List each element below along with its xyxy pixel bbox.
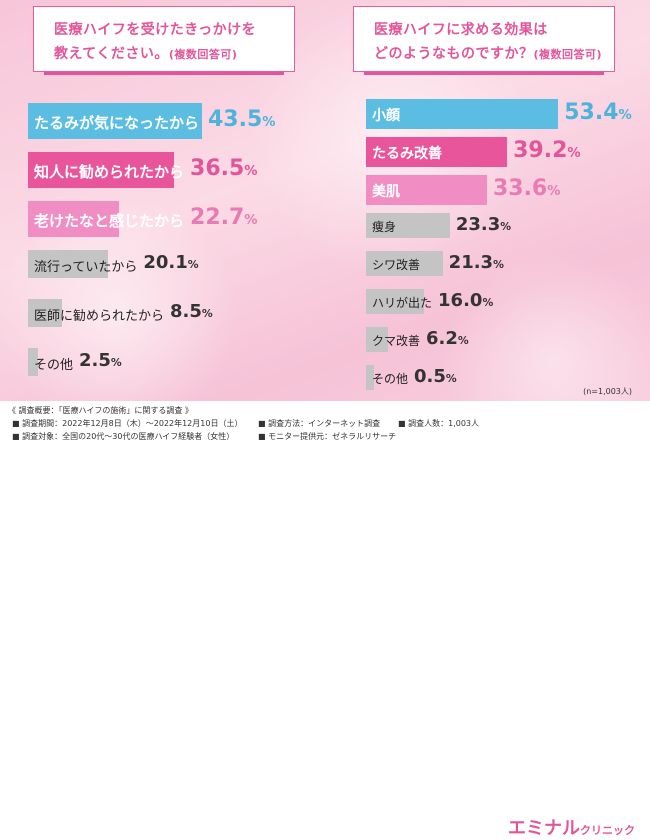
question-right-underline — [364, 72, 604, 75]
bar-value-0: 53.4% — [564, 100, 632, 125]
footer-provider: ■ モニター提供元：ゼネラルリサーチ — [258, 432, 397, 441]
bar-label-2: 老けたなと感じたから — [34, 211, 185, 230]
clinic-logo-main: エミナル — [508, 818, 580, 839]
bar-value-7: 0.5% — [414, 365, 457, 387]
bar-value-4: 8.5% — [170, 301, 213, 322]
question-right-line1: 医療ハイフに求める効果は — [374, 22, 548, 38]
sample-size-note: (n=1,003人) — [583, 387, 632, 396]
bar-6 — [366, 327, 389, 352]
clinic-logo: エミナルクリニック — [508, 814, 635, 840]
bar-value-3: 23.3% — [455, 213, 512, 235]
bar-label-3: 流行っていたから — [34, 259, 138, 275]
bar-4 — [28, 299, 62, 327]
bar-label-4: シワ改善 — [372, 257, 421, 272]
question-left-line2-text: 教えてください。 — [54, 46, 169, 62]
footer-count: ■ 調査人数：1,003人 — [398, 419, 480, 428]
bar-value-5: 2.5% — [79, 350, 122, 371]
bar-0 — [366, 99, 559, 129]
bar-1 — [28, 152, 174, 188]
bar-label-6: クマ改善 — [372, 333, 421, 348]
bar-label-3: 痩身 — [372, 219, 397, 234]
bar-label-0: 小顔 — [372, 108, 400, 124]
bar-0 — [28, 103, 202, 139]
footer-method: ■ 調査方法：インターネット調査 — [258, 419, 381, 428]
bar-label-0: たるみが気になったから — [34, 113, 200, 132]
question-box-left: 医療ハイフを受けたきっかけを 教えてください。(複数回答可) — [33, 6, 295, 75]
bar-label-7: その他 — [372, 371, 409, 386]
bar-label-1: たるみ改善 — [372, 146, 442, 162]
question-right-line2-text: どのようなものですか？ — [374, 46, 534, 62]
survey-footer: 《 調査概要：「医療ハイフの施術」に関する調査 》 ■ 調査期間：2022年12… — [0, 401, 650, 839]
bar-3 — [28, 250, 109, 278]
bar-1 — [366, 137, 508, 167]
footer-target: ■ 調査対象：全国の20代〜30代の医療ハイフ経験者（女性） — [12, 432, 235, 441]
bar-7 — [366, 365, 374, 390]
clinic-logo-sub: クリニック — [580, 824, 635, 837]
bar-value-2: 33.6% — [492, 176, 561, 201]
bar-value-4: 21.3% — [448, 251, 504, 273]
bar-label-5: その他 — [34, 357, 74, 373]
bar-label-4: 医師に勧められたから — [34, 308, 165, 324]
question-left-underline — [44, 72, 284, 75]
bar-value-5: 16.0% — [438, 289, 494, 311]
bar-label-2: 美肌 — [372, 184, 400, 200]
bar-2 — [366, 175, 487, 205]
bar-label-1: 知人に勧められたから — [34, 162, 185, 181]
bar-value-1: 39.2% — [513, 138, 581, 163]
bar-value-6: 6.2% — [426, 327, 469, 349]
question-left-line2: 教えてください。(複数回答可) — [54, 43, 237, 63]
question-left-line1: 医療ハイフを受けたきっかけを — [54, 22, 257, 38]
bar-4 — [366, 251, 443, 276]
bar-value-2: 22.7% — [190, 205, 258, 230]
question-box-right: 医療ハイフに求める効果は どのようなものですか？(複数回答可) — [353, 6, 615, 75]
infographic: 医療ハイフを受けたきっかけを 教えてください。(複数回答可) 医療ハイフに求める… — [0, 0, 650, 450]
bar-value-1: 36.5% — [190, 156, 258, 181]
bar-5 — [28, 348, 38, 376]
footer-heading: 《 調査概要：「医療ハイフの施術」に関する調査 》 — [8, 406, 193, 415]
bar-3 — [366, 213, 450, 238]
question-left-subtitle: (複数回答可) — [168, 48, 238, 61]
question-right-subtitle: (複数回答可) — [533, 48, 603, 61]
bar-value-3: 20.1% — [143, 252, 199, 273]
question-right-line2: どのようなものですか？(複数回答可) — [374, 43, 602, 63]
bar-value-0: 43.5% — [208, 107, 276, 132]
bar-5 — [366, 289, 424, 314]
bar-2 — [28, 201, 119, 237]
footer-period: ■ 調査期間：2022年12月8日（木）〜2022年12月10日（土） — [12, 419, 243, 428]
bar-label-5: ハリが出た — [372, 295, 433, 310]
